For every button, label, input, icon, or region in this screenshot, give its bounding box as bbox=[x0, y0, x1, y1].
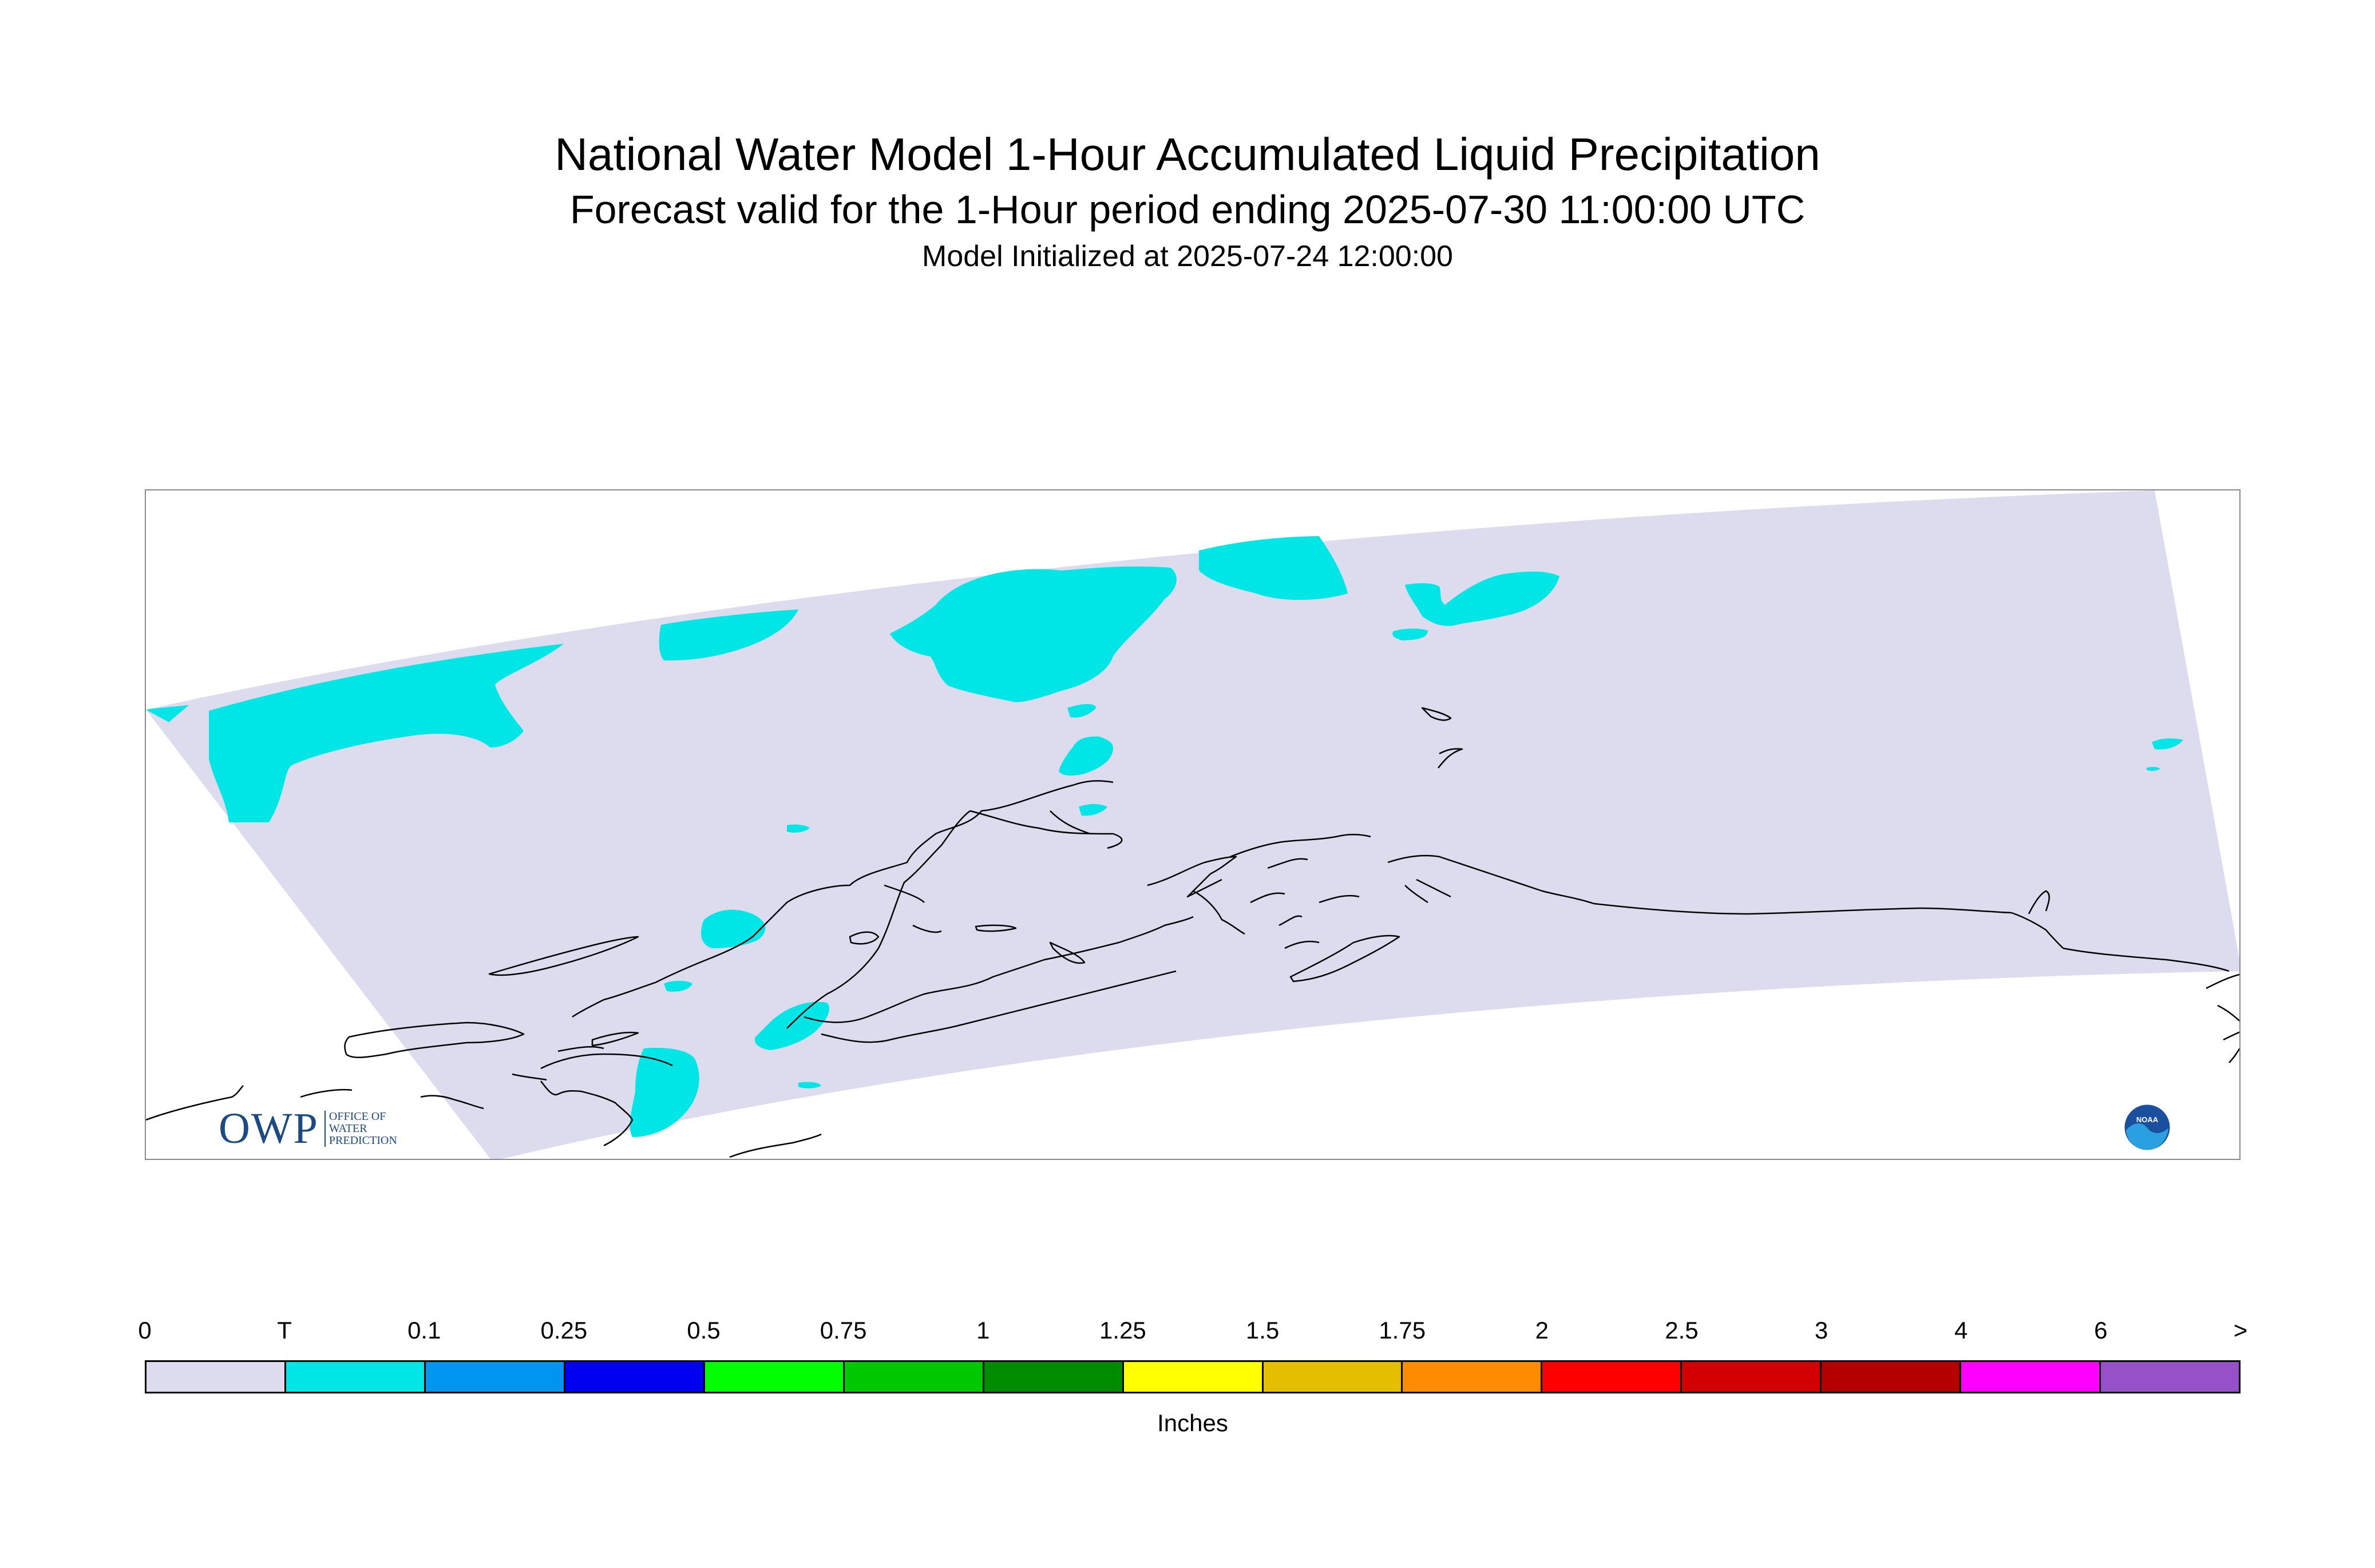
legend-label: 0.1 bbox=[407, 1317, 441, 1344]
legend-swatch bbox=[425, 1362, 565, 1392]
legend-swatch bbox=[2101, 1362, 2239, 1392]
legend-swatch bbox=[1682, 1362, 1822, 1392]
legend-label: > bbox=[2233, 1317, 2248, 1344]
model-domain-area bbox=[146, 490, 2239, 1159]
noaa-logo-icon: NOAA bbox=[2123, 1103, 2172, 1152]
legend-label: 0.5 bbox=[687, 1317, 721, 1344]
legend-label: 4 bbox=[1954, 1317, 1968, 1344]
legend-swatch bbox=[1961, 1362, 2101, 1392]
map-panel: OWP OFFICE OF WATER PREDICTION NOAA bbox=[145, 489, 2241, 1160]
legend-swatch bbox=[1403, 1362, 1543, 1392]
owp-logo-subtitle: OFFICE OF WATER PREDICTION bbox=[324, 1110, 397, 1147]
precip-legend: 0 T 0.1 0.25 0.5 0.75 1 1.25 1.5 1.75 2 2.5 3 4 6 > Inc… bbox=[138, 1316, 2247, 1442]
legend-label: 1.75 bbox=[1379, 1317, 1426, 1344]
precipitation-areas bbox=[146, 536, 2183, 1137]
legend-swatch bbox=[984, 1362, 1124, 1392]
legend-label: 3 bbox=[1814, 1317, 1828, 1344]
forecast-valid-subtitle: Forecast valid for the 1-Hour period end… bbox=[569, 187, 1806, 232]
owp-logo-line3: PREDICTION bbox=[328, 1134, 397, 1147]
legend-label: 2 bbox=[1535, 1317, 1549, 1344]
owp-logo-line1: OFFICE OF bbox=[328, 1110, 386, 1123]
legend-label: 0.75 bbox=[820, 1317, 867, 1344]
legend-swatch bbox=[1263, 1362, 1403, 1392]
legend-swatch bbox=[286, 1362, 426, 1392]
legend-label: 1.25 bbox=[1099, 1317, 1146, 1344]
owp-logo-letters: OWP bbox=[219, 1104, 319, 1153]
coastlines bbox=[146, 707, 2239, 1158]
legend-swatch bbox=[1822, 1362, 1962, 1392]
owp-logo: OWP OFFICE OF WATER PREDICTION bbox=[219, 1104, 397, 1153]
map-canvas bbox=[146, 490, 2239, 1159]
legend-swatch bbox=[844, 1362, 984, 1392]
model-init-subtitle: Model Initialized at 2025-07-24 12:00:00 bbox=[922, 240, 1453, 273]
legend-units-label: Inches bbox=[1157, 1409, 1228, 1436]
legend-label: 1 bbox=[976, 1317, 990, 1344]
map-title: National Water Model 1-Hour Accumulated … bbox=[555, 129, 1820, 180]
legend-colorbar bbox=[145, 1360, 2241, 1393]
legend-label: 2.5 bbox=[1665, 1317, 1699, 1344]
legend-swatch bbox=[704, 1362, 845, 1392]
owp-logo-line2: WATER bbox=[328, 1122, 367, 1135]
noaa-logo-text: NOAA bbox=[2136, 1115, 2159, 1124]
legend-swatch bbox=[147, 1362, 286, 1392]
legend-label: 0 bbox=[138, 1317, 152, 1344]
legend-swatch bbox=[565, 1362, 705, 1392]
legend-swatch bbox=[1542, 1362, 1683, 1392]
legend-swatch bbox=[1123, 1362, 1264, 1392]
legend-label: 6 bbox=[2094, 1317, 2108, 1344]
legend-label: T bbox=[277, 1317, 292, 1344]
legend-label: 1.5 bbox=[1245, 1317, 1280, 1344]
legend-label: 0.25 bbox=[540, 1317, 588, 1344]
